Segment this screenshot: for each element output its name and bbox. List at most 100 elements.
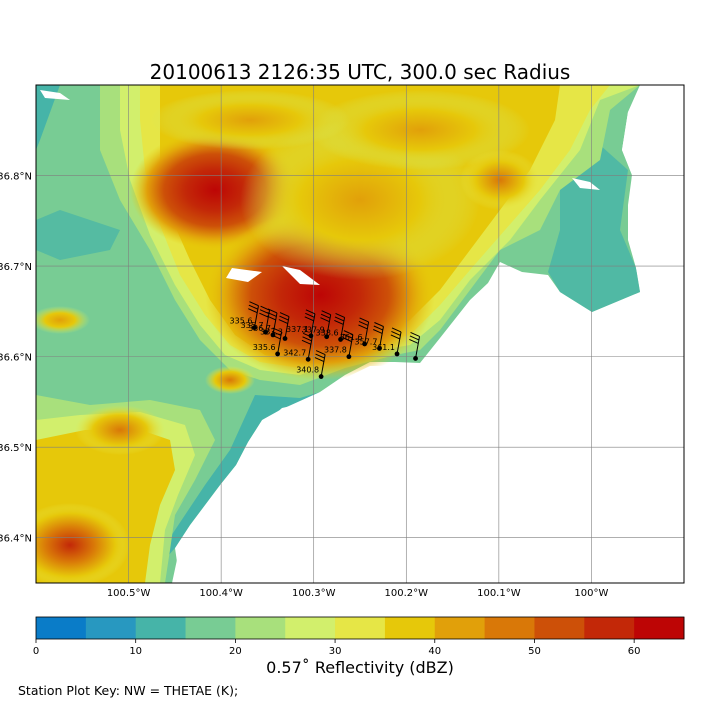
- station-thetae-label: 357.7: [355, 337, 378, 346]
- station-thetae-label: 361.1: [372, 343, 395, 352]
- colorbar-swatch: [484, 617, 535, 639]
- colorbar-tick-label: 60: [628, 646, 641, 657]
- wind-barb-flag: [358, 321, 369, 326]
- wind-barb-staff: [253, 305, 259, 328]
- colorbar-swatch: [634, 617, 685, 639]
- station-marker: [252, 325, 257, 331]
- station-thetae-label: 335.6: [230, 317, 253, 326]
- wind-barb-flag: [278, 319, 289, 324]
- colorbar-swatch: [36, 617, 87, 639]
- wind-barb-staff: [378, 326, 384, 349]
- station-thetae-label: 337.1: [286, 325, 309, 334]
- station-marker: [305, 356, 311, 362]
- station-marker: [338, 337, 343, 342]
- station-plot: 337.1: [286, 309, 316, 339]
- wind-barb-staff: [310, 313, 316, 336]
- colorbar-tick-label: 0: [33, 646, 39, 657]
- colorbar-label: 0.57˚ Reflectivity (dBZ): [266, 658, 454, 677]
- radar-field: [36, 85, 684, 583]
- wind-barb-flag: [301, 339, 312, 345]
- colorbar-tick-label: 40: [428, 646, 441, 657]
- wind-barb-flag: [279, 312, 290, 317]
- station-thetae-label: 337.3: [260, 328, 283, 337]
- station-marker: [308, 333, 314, 339]
- wind-barb-flag: [259, 309, 270, 315]
- colorbar-swatch: [235, 617, 286, 639]
- wind-barb-flag: [409, 335, 420, 341]
- colorbar-swatch: [584, 617, 635, 639]
- station-plot: 337.3: [260, 312, 290, 341]
- station-thetae-label: 335.6: [253, 343, 276, 352]
- lat-tick-label: 36.8°N: [0, 172, 32, 183]
- wind-barb-flag: [315, 350, 326, 356]
- wind-barb-flag: [271, 334, 281, 340]
- station-marker: [362, 341, 368, 347]
- wind-barb-flag: [305, 309, 316, 315]
- station-marker: [282, 336, 288, 341]
- wind-barb-flag: [373, 325, 384, 331]
- station-thetae-label: 337.9: [302, 326, 325, 335]
- station-thetae-label: 338.6: [316, 328, 339, 337]
- colorbar-swatch: [384, 617, 436, 639]
- station-marker: [413, 356, 418, 361]
- colorbar-swatch: [185, 617, 236, 639]
- map-frame: [35, 84, 685, 584]
- wind-barb-staff: [265, 310, 271, 333]
- colorbar-swatch: [85, 617, 137, 639]
- station-thetae-label: 361.6: [340, 333, 363, 342]
- station-thetae-label: 342.7: [283, 348, 306, 357]
- wind-barb-flag: [320, 313, 331, 319]
- lat-tick-label: 36.6°N: [0, 353, 32, 364]
- station-thetae-label: 337.8: [324, 346, 347, 355]
- wind-barb-flag: [266, 315, 276, 321]
- station-plot: 357.7: [355, 322, 384, 351]
- wind-barb-flag: [321, 310, 331, 316]
- wind-barb-flag: [410, 331, 420, 337]
- lat-tick-label: 36.7°N: [0, 262, 32, 273]
- wind-barb-staff: [307, 337, 313, 360]
- station-marker: [324, 334, 330, 340]
- lon-tick-label: 100.2°W: [385, 588, 429, 599]
- station-plot: 335.7: [241, 305, 271, 335]
- wind-barb-flag: [271, 330, 282, 336]
- station-thetae-label: 335.7: [241, 321, 264, 330]
- station-plot: [409, 331, 421, 361]
- wind-barb-staff: [320, 354, 326, 377]
- station-marker: [377, 346, 382, 351]
- wind-barb-staff: [364, 321, 370, 345]
- wind-barb-staff: [348, 334, 354, 357]
- lon-tick-label: 100.3°W: [292, 588, 336, 599]
- wind-barb-flag: [249, 301, 259, 307]
- station-plot: 337.9: [302, 310, 332, 340]
- colorbar-swatch: [335, 617, 386, 639]
- wind-barb-flag: [358, 324, 368, 330]
- wind-barb-flag: [305, 312, 315, 318]
- wind-barb-flag: [267, 308, 278, 314]
- station-plot: 336.7: [248, 308, 278, 338]
- lon-tick-label: 100.1°W: [477, 588, 521, 599]
- wind-barb-flag: [314, 357, 325, 363]
- colorbar-frame: [35, 616, 685, 640]
- wind-barb-flag: [334, 319, 344, 325]
- wind-barb-flag: [304, 316, 314, 322]
- colorbar-tick-label: 50: [528, 646, 541, 657]
- wind-barb-flag: [260, 305, 270, 311]
- station-plot: 342.7: [283, 332, 313, 362]
- colorbar: 0 10 20 30 40 50 60: [33, 616, 685, 657]
- wind-barb-staff: [272, 312, 278, 335]
- station-plot: 335.6: [230, 301, 259, 331]
- wind-barb-staff: [396, 331, 402, 355]
- wind-barb-flag: [315, 353, 325, 359]
- station-marker: [263, 329, 268, 335]
- graticule: [36, 85, 684, 583]
- station-marker: [394, 351, 400, 357]
- station-plots: 335.6335.7336.7337.3335.6342.7337.1340.8…: [230, 301, 421, 379]
- wind-barb-flag: [409, 338, 419, 344]
- station-plot: 335.6: [253, 327, 283, 357]
- longitude-tick-labels: 100.5°W 100.4°W 100.3°W 100.2°W 100.1°W 100°W: [107, 588, 609, 599]
- station-plot: 338.6: [316, 312, 346, 342]
- wind-barb-flag: [320, 317, 330, 323]
- wind-barb-flag: [248, 304, 259, 310]
- station-marker: [318, 374, 324, 379]
